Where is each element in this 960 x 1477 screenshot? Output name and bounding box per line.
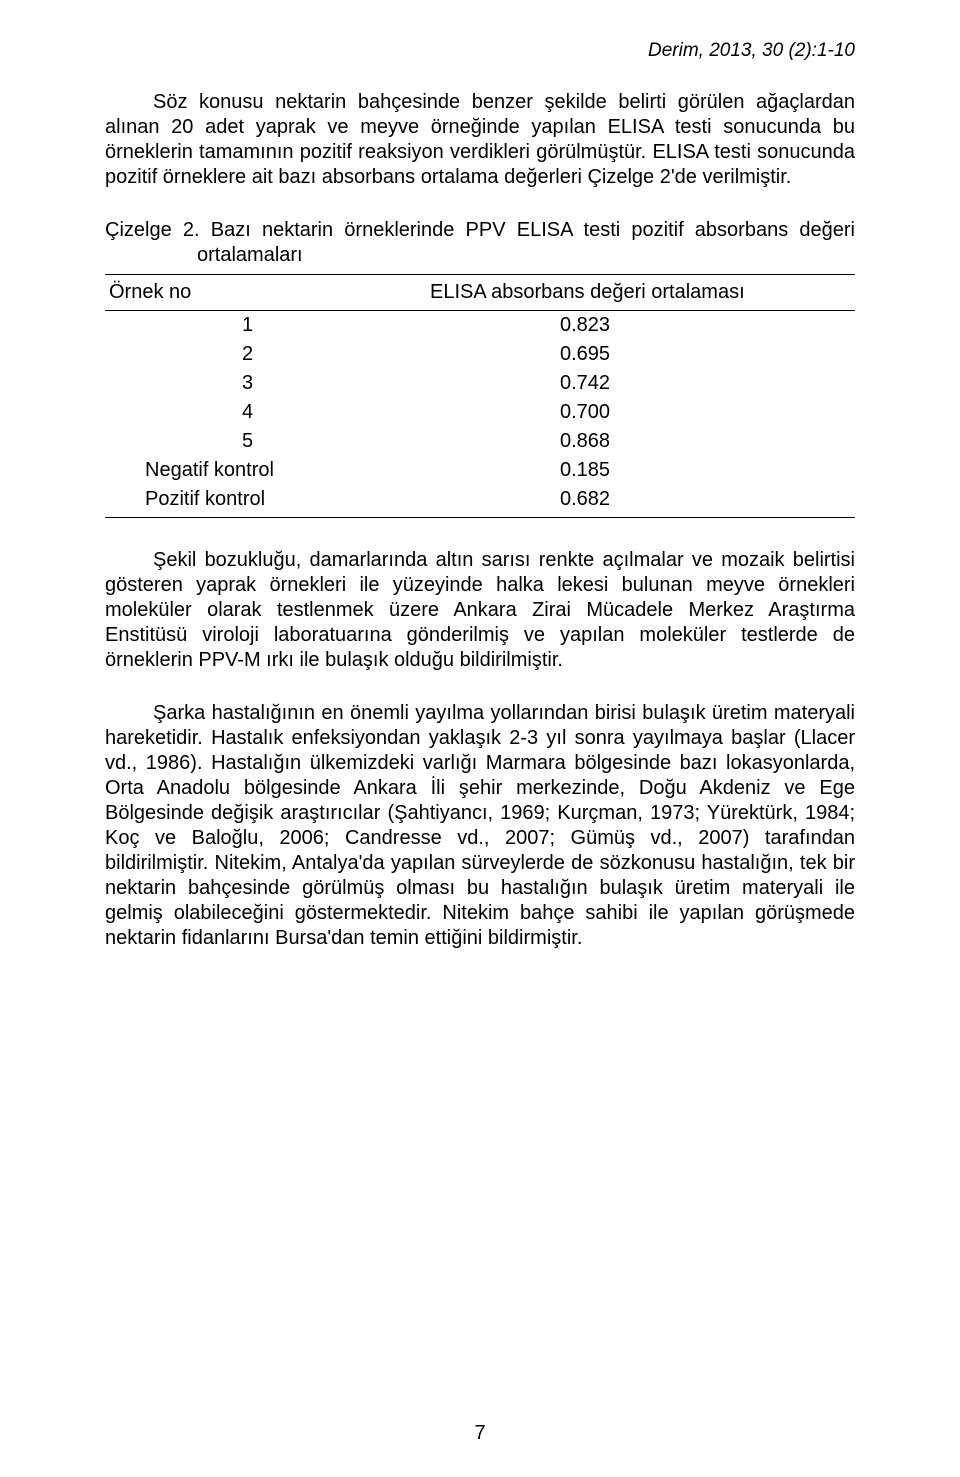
table-row: 3 0.742	[105, 369, 855, 398]
table-row: 5 0.868	[105, 427, 855, 456]
cell-label: 4	[105, 398, 390, 427]
elisa-table: Örnek no ELISA absorbans değeri ortalama…	[105, 274, 855, 518]
cell-label: Negatif kontrol	[105, 456, 390, 485]
table-row: 2 0.695	[105, 340, 855, 369]
table-row: Negatif kontrol 0.185	[105, 456, 855, 485]
table-row: 1 0.823	[105, 311, 855, 341]
cell-value: 0.695	[390, 340, 855, 369]
cell-label: 5	[105, 427, 390, 456]
cell-label: 3	[105, 369, 390, 398]
cell-value: 0.700	[390, 398, 855, 427]
paragraph-1: Söz konusu nektarin bahçesinde benzer şe…	[105, 90, 855, 190]
cell-value: 0.742	[390, 369, 855, 398]
paragraph-3: Şarka hastalığının en önemli yayılma yol…	[105, 701, 855, 951]
table-row: Pozitif kontrol 0.682	[105, 485, 855, 518]
table-caption: Çizelge 2. Bazı nektarin örneklerinde PP…	[105, 218, 855, 268]
col-header-ornek-no: Örnek no	[105, 275, 390, 311]
journal-header: Derim, 2013, 30 (2):1-10	[105, 40, 855, 62]
cell-value: 0.823	[390, 311, 855, 341]
page-number: 7	[0, 1422, 960, 1445]
cell-label: Pozitif kontrol	[105, 485, 390, 518]
paragraph-2: Şekil bozukluğu, damarlarında altın sarı…	[105, 548, 855, 673]
col-header-elisa-avg: ELISA absorbans değeri ortalaması	[390, 275, 855, 311]
table-header-row: Örnek no ELISA absorbans değeri ortalama…	[105, 275, 855, 311]
cell-value: 0.868	[390, 427, 855, 456]
table-row: 4 0.700	[105, 398, 855, 427]
cell-value: 0.682	[390, 485, 855, 518]
cell-label: 2	[105, 340, 390, 369]
cell-label: 1	[105, 311, 390, 341]
cell-value: 0.185	[390, 456, 855, 485]
